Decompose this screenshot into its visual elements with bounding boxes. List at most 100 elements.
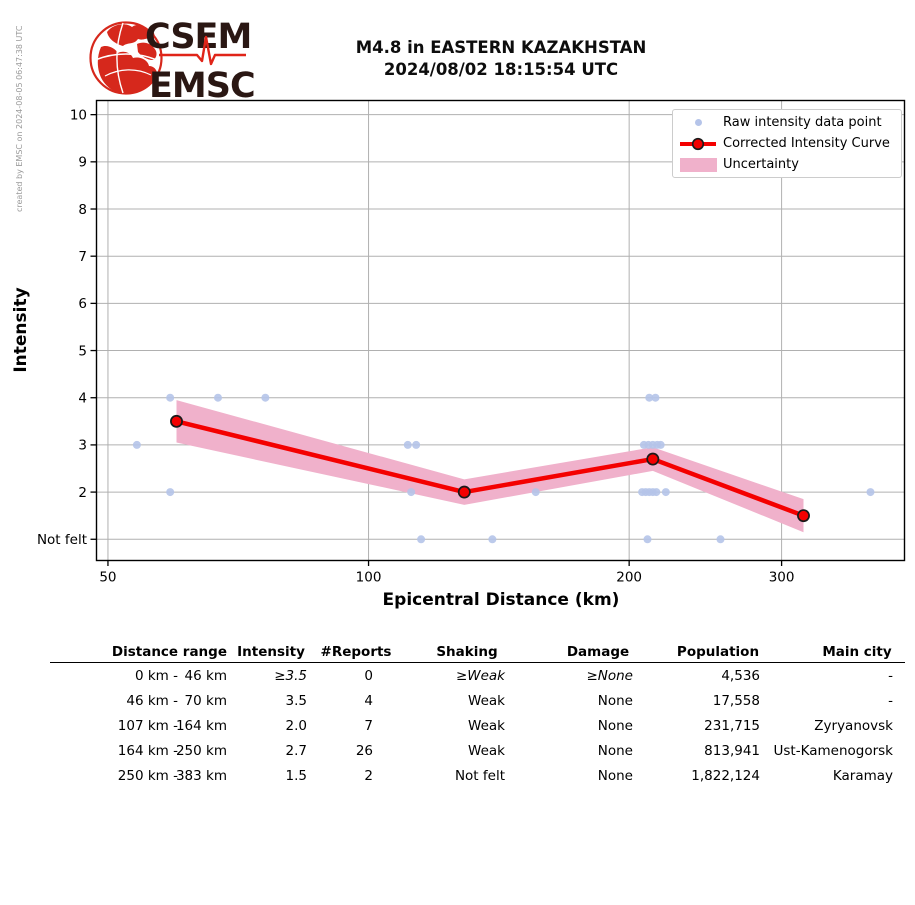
cell-intensity: 1.5 bbox=[285, 768, 307, 784]
chart-legend: Raw intensity data point Corrected Inten… bbox=[672, 109, 902, 178]
logo-csem-text: CSEM bbox=[145, 17, 251, 57]
y-tick-label: Not felt bbox=[37, 532, 87, 548]
uncertainty-band bbox=[176, 400, 804, 533]
cell-reports: 0 bbox=[364, 668, 373, 684]
raw-data-point bbox=[213, 393, 222, 402]
cell-range-to: 250 km bbox=[175, 743, 227, 759]
raw-data-point bbox=[407, 488, 416, 497]
raw-data-point bbox=[412, 440, 421, 449]
cell-population: 4,536 bbox=[721, 668, 760, 684]
cell-reports: 2 bbox=[364, 768, 373, 784]
chart-title: M4.8 in EASTERN KAZAKHSTAN 2024/08/02 18… bbox=[96, 37, 906, 80]
cell-intensity: 3.5 bbox=[285, 693, 307, 709]
legend-label: Corrected Intensity Curve bbox=[723, 136, 890, 151]
cell-intensity: ≥3.5 bbox=[274, 668, 307, 684]
cell-range-from: 250 km - bbox=[117, 768, 178, 784]
table-header-intensity: Intensity bbox=[237, 644, 305, 660]
emsc-logo: CSEM EMSC bbox=[85, 8, 265, 108]
cell-shaking: Not felt bbox=[454, 768, 505, 784]
title-event-line: M4.8 in EASTERN KAZAKHSTAN bbox=[355, 38, 647, 57]
x-axis-label: Epicentral Distance (km) bbox=[382, 590, 620, 610]
y-tick-label: 3 bbox=[78, 438, 87, 454]
cell-range-from: 107 km - bbox=[117, 718, 178, 734]
globe-seismogram-icon: CSEM EMSC bbox=[89, 17, 256, 106]
x-tick-label: 300 bbox=[769, 570, 795, 586]
cell-population: 231,715 bbox=[704, 718, 760, 734]
cell-damage: None bbox=[597, 718, 633, 734]
raw-point-icon bbox=[677, 119, 719, 126]
cell-population: 1,822,124 bbox=[691, 768, 760, 784]
cell-reports: 4 bbox=[364, 693, 373, 709]
corrected-curve-marker bbox=[457, 485, 471, 499]
raw-data-point bbox=[645, 393, 654, 402]
cell-main-city: Karamay bbox=[832, 768, 893, 784]
raw-data-point bbox=[652, 488, 661, 497]
title-datetime-line: 2024/08/02 18:15:54 UTC bbox=[383, 59, 619, 79]
table-header-rule bbox=[50, 662, 905, 663]
y-axis-label: Intensity bbox=[11, 287, 31, 373]
y-tick-label: 6 bbox=[78, 296, 87, 312]
legend-label: Raw intensity data point bbox=[723, 115, 882, 130]
cell-shaking: ≥Weak bbox=[455, 668, 505, 684]
x-tick-label: 100 bbox=[356, 570, 382, 586]
raw-data-point bbox=[166, 393, 175, 402]
raw-data-point bbox=[531, 488, 540, 497]
cell-damage: ≥None bbox=[586, 668, 633, 684]
table-row: 0 km - 46 km ≥3.5 0 ≥Weak ≥None 4,536 - bbox=[50, 664, 893, 689]
seismogram-trace-icon bbox=[159, 35, 246, 66]
raw-data-point bbox=[488, 535, 497, 544]
cell-intensity: 2.0 bbox=[285, 718, 307, 734]
raw-data-point bbox=[661, 488, 670, 497]
cell-range-to: 46 km bbox=[184, 668, 227, 684]
cell-range-to: 70 km bbox=[184, 693, 227, 709]
raw-data-point bbox=[417, 535, 426, 544]
y-tick-label: 10 bbox=[70, 107, 87, 123]
cell-population: 17,558 bbox=[712, 693, 760, 709]
cell-shaking: Weak bbox=[468, 743, 505, 759]
corrected-curve-marker bbox=[170, 414, 183, 428]
cell-range-from: 46 km - bbox=[126, 693, 178, 709]
cell-damage: None bbox=[597, 743, 633, 759]
corrected-curve-marker bbox=[797, 509, 810, 523]
y-tick-label: 8 bbox=[78, 202, 87, 218]
corrected-intensity-curve bbox=[175, 419, 805, 518]
cell-main-city: Zyryanovsk bbox=[814, 718, 893, 734]
raw-data-point bbox=[643, 535, 652, 544]
cell-range-from: 164 km - bbox=[117, 743, 178, 759]
raw-data-point bbox=[651, 393, 660, 402]
cell-shaking: Weak bbox=[468, 718, 505, 734]
y-tick-label: 2 bbox=[78, 485, 87, 501]
cell-main-city: - bbox=[888, 693, 893, 709]
cell-population: 813,941 bbox=[704, 743, 760, 759]
y-tick-label: 4 bbox=[78, 391, 87, 407]
x-tick-label: 200 bbox=[616, 570, 642, 586]
raw-data-point bbox=[403, 440, 412, 449]
table-row: 107 km -164 km 2.0 7 Weak None 231,715 Zyryano… bbox=[50, 714, 893, 739]
y-tick-label: 9 bbox=[78, 155, 87, 171]
legend-item-curve: Corrected Intensity Curve bbox=[677, 133, 901, 154]
raw-data-point bbox=[261, 393, 270, 402]
raw-data-point bbox=[166, 488, 175, 497]
corrected-curve-marker bbox=[646, 452, 660, 466]
cell-main-city: Ust-Kamenogorsk bbox=[773, 743, 893, 759]
table-header-damage: Damage bbox=[566, 644, 630, 660]
raw-data-point bbox=[656, 440, 665, 449]
table-header-population: Population bbox=[676, 644, 760, 660]
table-row: 250 km -383 km 1.5 2 Not felt None 1,822,124 K… bbox=[50, 764, 893, 789]
cell-intensity: 2.7 bbox=[285, 743, 307, 759]
cell-damage: None bbox=[597, 768, 633, 784]
intensity-distance-chart: 50 100 200 300 10 9 8 7 6 5 4 3 2 Not felt bbox=[37, 99, 906, 586]
table-header-shaking: Shaking bbox=[436, 644, 498, 660]
legend-item-raw: Raw intensity data point bbox=[677, 112, 901, 133]
raw-data-point bbox=[866, 488, 875, 497]
raw-data-point bbox=[716, 535, 725, 544]
cell-shaking: Weak bbox=[468, 693, 505, 709]
legend-item-band: Uncertainty bbox=[677, 154, 901, 175]
table-row: 46 km - 70 km 3.5 4 Weak None 17,558 - bbox=[50, 689, 893, 714]
table-header-distance-range: Distance range bbox=[111, 644, 227, 660]
cell-range-to: 164 km bbox=[175, 718, 227, 734]
legend-label: Uncertainty bbox=[723, 157, 799, 172]
logo-emsc-text: EMSC bbox=[149, 66, 255, 106]
cell-damage: None bbox=[597, 693, 633, 709]
